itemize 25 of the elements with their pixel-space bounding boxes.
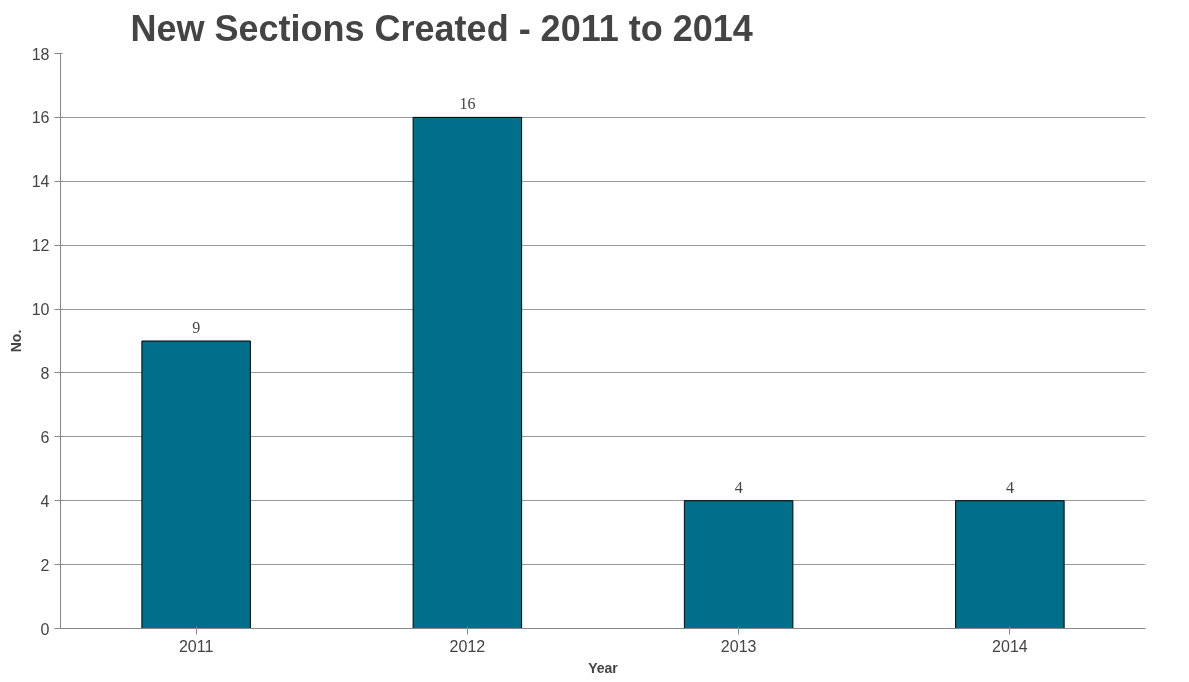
bar [683, 500, 794, 629]
x-tick-label: 2014 [992, 637, 1028, 655]
data-label: 9 [192, 319, 201, 336]
x-tick-label: 2011 [178, 637, 214, 655]
bar [141, 340, 251, 629]
y-tick-label: 18 [31, 45, 50, 63]
y-tick-label: 12 [31, 237, 50, 255]
bar [955, 500, 1065, 629]
data-label: 4 [734, 478, 743, 496]
x-tick-label: 2013 [720, 637, 757, 655]
y-tick-label: 16 [31, 109, 50, 127]
x-axis-title: Year [588, 659, 619, 676]
data-label: 4 [1005, 478, 1014, 496]
y-tick-label: 0 [40, 620, 50, 638]
chart-title: New Sections Created - 2011 to 2014 [130, 7, 753, 49]
y-tick-label: 6 [40, 428, 50, 446]
data-label: 16 [459, 95, 476, 113]
y-tick-label: 10 [31, 301, 50, 319]
bar [412, 116, 523, 629]
y-axis-title: No. [7, 329, 24, 353]
y-tick-label: 14 [31, 173, 50, 191]
y-tick-label: 2 [40, 556, 50, 574]
y-tick-label: 8 [40, 364, 50, 382]
x-tick-label: 2012 [449, 637, 486, 655]
y-tick-label: 4 [40, 492, 50, 510]
